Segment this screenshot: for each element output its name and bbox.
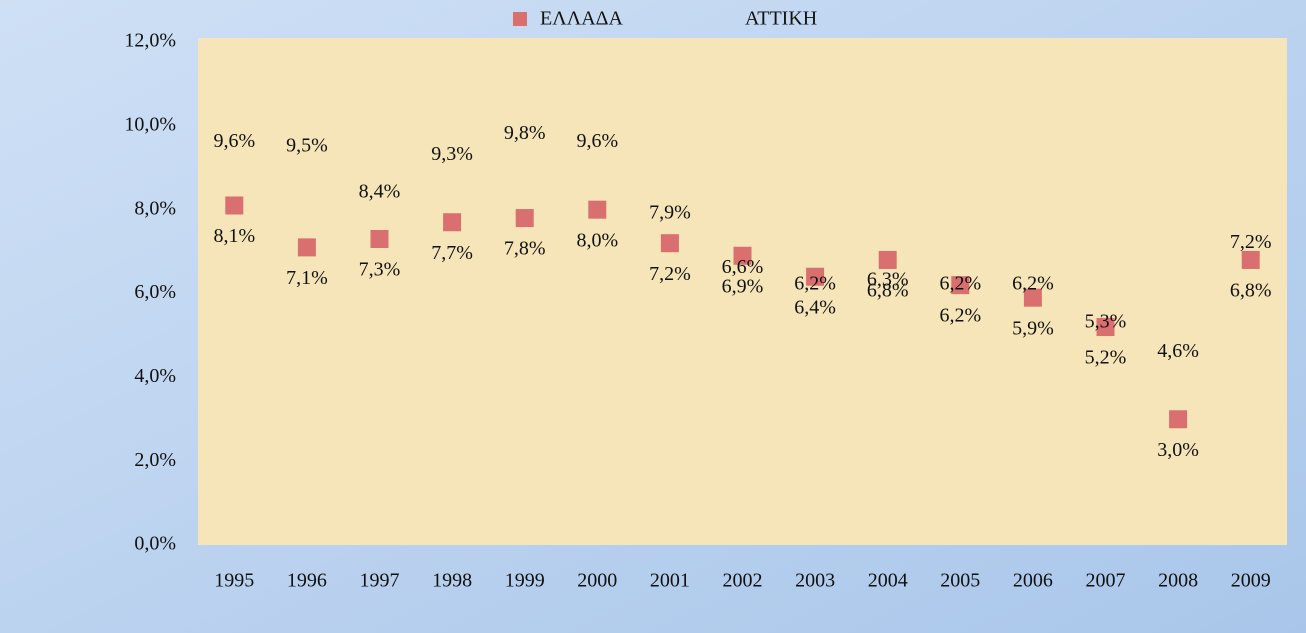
x-tick-label: 2003 [795,570,835,592]
x-tick-label: 2000 [577,570,617,592]
x-tick-label: 1996 [287,570,327,592]
data-label: 6,6% [722,256,764,278]
data-label: 6,8% [1230,280,1272,302]
marker [588,200,607,219]
legend-swatch [718,12,732,26]
marker [951,276,970,295]
x-tick-label: 2001 [650,570,690,592]
marker [370,230,389,249]
data-label: 6,2% [794,273,836,295]
y-tick-label: 0,0% [134,533,176,555]
data-label: 9,5% [286,134,328,156]
marker [733,246,752,265]
legend-label: ΑΤΤΙΚΗ [745,8,817,30]
data-label: 6,2% [939,305,981,327]
data-label: 8,1% [213,225,255,247]
marker [878,250,897,269]
x-tick-label: 2004 [868,570,908,592]
x-tick-label: 2008 [1158,570,1198,592]
data-label: 9,3% [431,143,473,165]
legend-swatch [513,12,527,26]
y-tick-label: 4,0% [134,365,176,387]
data-label: 9,8% [504,122,546,144]
data-label: 7,9% [649,201,691,223]
data-label: 9,6% [213,130,255,152]
marker [297,238,316,257]
x-tick-label: 1997 [360,570,400,592]
data-label: 3,0% [1157,439,1199,461]
data-label: 5,3% [1085,310,1127,332]
marker [1023,288,1042,307]
marker [660,234,679,253]
data-label: 7,8% [504,238,546,260]
data-label: 8,4% [359,180,401,202]
x-tick-label: 2006 [1013,570,1053,592]
data-label: 5,9% [1012,317,1054,339]
data-label: 8,0% [576,229,618,251]
marker [1169,410,1188,429]
marker [1096,318,1115,337]
x-tick-label: 2007 [1086,570,1126,592]
x-tick-label: 2005 [940,570,980,592]
x-tick-label: 1995 [214,570,254,592]
data-label: 9,6% [576,130,618,152]
y-tick-label: 8,0% [134,197,176,219]
x-tick-label: 1998 [432,570,472,592]
data-label: 5,2% [1085,347,1127,369]
marker [515,209,534,228]
y-tick-label: 6,0% [134,281,176,303]
data-label: 7,7% [431,242,473,264]
x-tick-label: 2009 [1231,570,1271,592]
data-label: 7,3% [359,259,401,281]
data-label: 4,6% [1157,340,1199,362]
marker [806,267,825,286]
x-tick-label: 2002 [723,570,763,592]
data-label: 7,2% [1230,231,1272,253]
y-tick-label: 10,0% [124,113,176,135]
y-tick-label: 2,0% [134,449,176,471]
x-tick-label: 1999 [505,570,545,592]
plot-area [198,38,1287,545]
marker [443,213,462,232]
data-label: 7,2% [649,263,691,285]
data-label: 6,2% [939,273,981,295]
marker [225,196,244,215]
marker [1241,250,1260,269]
data-label: 6,4% [794,296,836,318]
data-label: 6,8% [867,280,909,302]
legend-label: ΕΛΛΑΔΑ [540,8,624,30]
data-label: 6,3% [867,269,909,291]
y-tick-label: 12,0% [124,30,176,52]
data-label: 6,9% [722,275,764,297]
data-label: 7,1% [286,267,328,289]
data-label: 6,2% [1012,273,1054,295]
